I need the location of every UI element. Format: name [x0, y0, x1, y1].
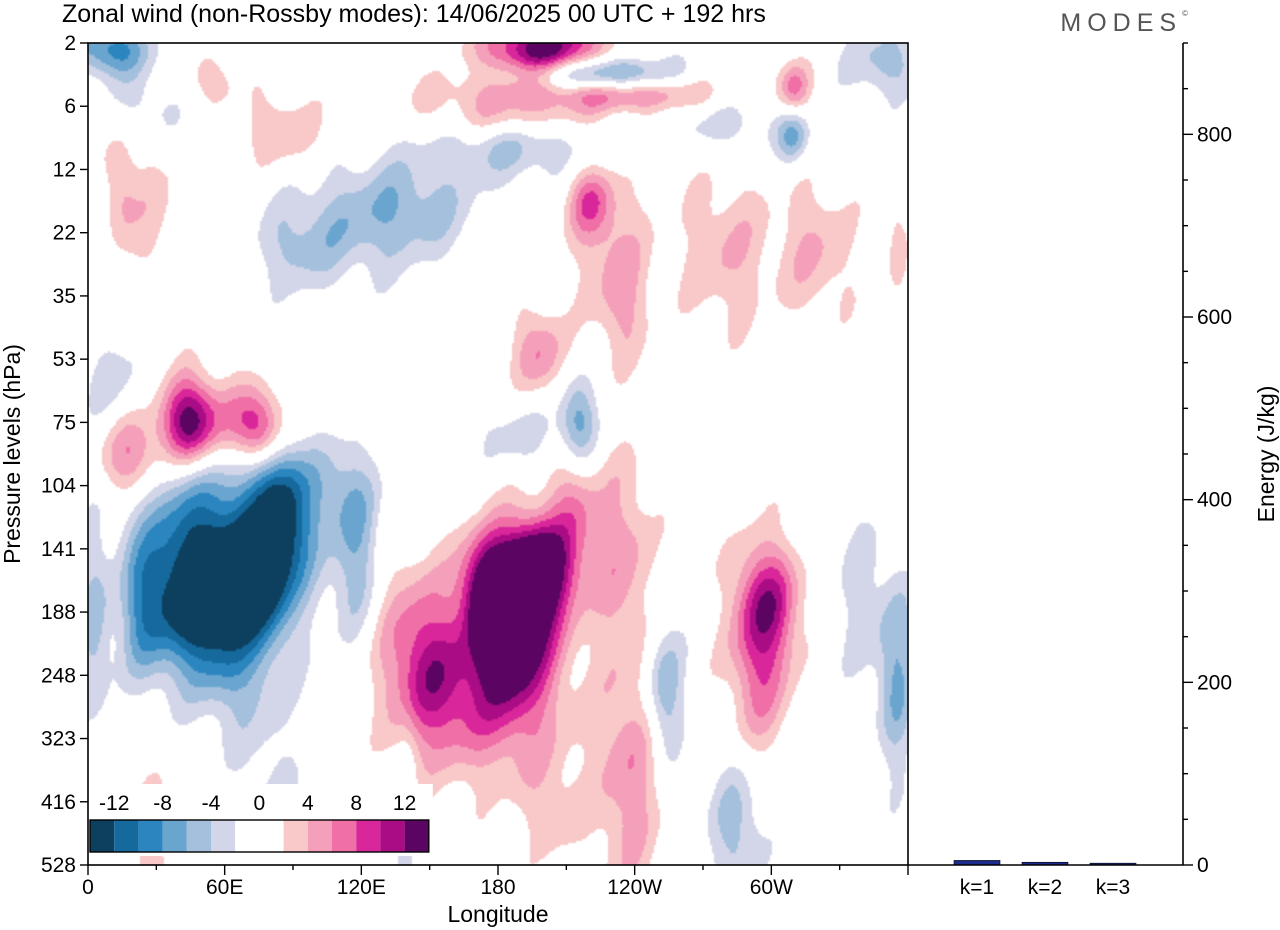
colorbar-swatch [332, 820, 357, 852]
x-axis: 0 60E 120E 180 120W 60W [82, 865, 909, 899]
y-tick-label: 22 [53, 222, 76, 245]
colorbar-tick-label: 8 [350, 792, 362, 815]
colorbar-tick-label: -8 [153, 792, 172, 815]
y-axis: 2 6 12 22 35 53 75 104 141 188 248 323 416 528 [41, 32, 88, 877]
colorbar-tick-label: -4 [202, 792, 221, 815]
colorbar-swatch [283, 820, 308, 852]
y-tick-label: 35 [53, 285, 76, 308]
colorbar-labels: -12 -8 -4 0 4 8 12 [99, 792, 416, 815]
y-tick-label: 6 [64, 95, 76, 118]
energy-axis-label: Energy (J/kg) [1253, 386, 1279, 523]
colorbar-swatch [90, 820, 115, 852]
x-tick-label: 120W [607, 876, 662, 899]
y-tick-label: 141 [41, 538, 76, 561]
y-tick-label: 2 [64, 32, 76, 55]
logo-text: MODES [1060, 9, 1183, 37]
colorbar-swatch [356, 820, 381, 852]
x-tick-label: 60W [750, 876, 793, 899]
wavenumber-axis: k=1 k=2 k=3 [960, 876, 1130, 899]
colorbar-swatch [235, 820, 260, 852]
colorbar-swatch [186, 820, 211, 852]
energy-tick-label: 600 [1197, 306, 1232, 329]
y-tick-label: 248 [41, 664, 76, 687]
wavenumber-label: k=3 [1096, 876, 1130, 899]
wavenumber-label: k=1 [960, 876, 994, 899]
y-tick-label: 188 [41, 601, 76, 624]
y-tick-label: 12 [53, 158, 76, 181]
y-tick-label: 528 [41, 854, 76, 877]
colorbar-tick-label: 0 [254, 792, 266, 815]
chart-title: Zonal wind (non-Rossby modes): 14/06/202… [62, 0, 766, 28]
y-tick-label: 416 [41, 791, 76, 814]
wavenumber-label: k=2 [1028, 876, 1062, 899]
y-tick-label: 53 [53, 348, 76, 371]
colorbar-swatch [404, 820, 429, 852]
x-tick-label: 120E [337, 876, 386, 899]
energy-tick-label: 0 [1197, 854, 1209, 877]
y-tick-label: 75 [53, 411, 76, 434]
colorbar-swatch [114, 820, 139, 852]
colorbar [86, 784, 433, 856]
colorbar-tick-label: 12 [393, 792, 416, 815]
colorbar-swatch [138, 820, 163, 852]
energy-axis: 0 200 400 600 800 [1183, 42, 1232, 877]
x-tick-label: 180 [480, 876, 515, 899]
x-tick-label: 0 [82, 876, 94, 899]
y-axis-label: Pressure levels (hPa) [0, 344, 25, 564]
colorbar-swatch [162, 820, 187, 852]
energy-tick-label: 400 [1197, 489, 1232, 512]
energy-tick-label: 200 [1197, 671, 1232, 694]
x-tick-label: 60E [206, 876, 243, 899]
colorbar-tick-label: -12 [99, 792, 129, 815]
energy-tick-label: 800 [1197, 123, 1232, 146]
colorbar-tick-label: 4 [302, 792, 314, 815]
y-tick-label: 104 [41, 475, 76, 498]
colorbar-swatch [380, 820, 405, 852]
modes-logo: MODES© [1060, 9, 1188, 38]
colorbar-swatch [211, 820, 236, 852]
colorbar-swatch [259, 820, 284, 852]
registered-mark: © [1182, 9, 1188, 18]
colorbar-frame [89, 819, 430, 853]
wind-field-contours [88, 43, 908, 865]
x-axis-label: Longitude [447, 901, 548, 927]
y-tick-label: 323 [41, 728, 76, 751]
colorbar-swatch [307, 820, 332, 852]
